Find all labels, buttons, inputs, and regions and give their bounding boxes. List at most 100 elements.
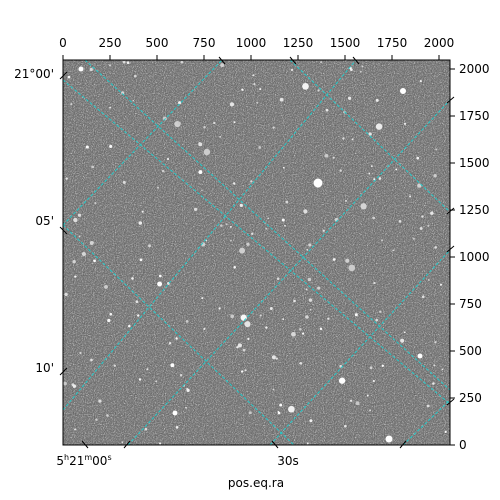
star — [236, 346, 239, 349]
star — [138, 221, 143, 225]
star — [430, 211, 434, 215]
ra-tick-label: 30s — [277, 454, 299, 468]
star — [139, 258, 143, 262]
star — [368, 132, 372, 136]
star — [301, 332, 305, 335]
right-tick-label: 1000 — [459, 250, 490, 264]
right-tick-2000: 2000 — [450, 62, 490, 76]
star — [157, 281, 163, 287]
star — [203, 126, 206, 129]
star — [395, 168, 398, 171]
dec-tick-label: 10' — [35, 361, 54, 375]
star — [433, 364, 436, 367]
star — [90, 358, 93, 362]
star — [375, 123, 383, 130]
star — [378, 177, 382, 180]
star — [285, 200, 289, 204]
star — [128, 324, 131, 328]
star — [421, 295, 425, 299]
right-tick-0: 0 — [450, 438, 467, 452]
star — [137, 314, 140, 317]
star — [368, 172, 371, 175]
star — [241, 88, 244, 91]
star — [290, 68, 294, 72]
star — [81, 251, 86, 257]
star — [138, 378, 142, 381]
top-tick-250: 250 — [99, 36, 122, 60]
star — [239, 203, 243, 208]
star — [412, 237, 415, 240]
star — [168, 342, 172, 345]
star — [94, 201, 97, 205]
star — [89, 67, 93, 72]
star — [324, 153, 329, 158]
dec-tick-05m: 05' — [35, 214, 68, 235]
star — [351, 138, 354, 141]
star — [373, 281, 376, 285]
star — [369, 409, 372, 412]
star — [144, 427, 148, 431]
star — [342, 137, 345, 140]
grid-line-ra — [63, 60, 357, 411]
star — [205, 239, 208, 242]
star — [259, 88, 262, 91]
star — [240, 370, 244, 373]
top-tick-2000: 2000 — [424, 36, 454, 60]
star — [185, 406, 187, 409]
right-tick-1250: 1250 — [450, 203, 490, 217]
star — [347, 96, 352, 100]
star — [305, 315, 309, 319]
star — [113, 364, 116, 367]
star — [126, 61, 130, 64]
star — [229, 225, 232, 228]
star — [258, 146, 262, 149]
star — [162, 116, 167, 121]
star — [372, 216, 376, 220]
star — [444, 430, 447, 433]
top-tick-label: 1250 — [283, 36, 314, 50]
star — [248, 411, 252, 415]
right-tick-1000: 1000 — [450, 250, 490, 264]
star — [121, 441, 124, 444]
star — [121, 91, 125, 95]
left-dec-axis: 21°00' 05' 10' — [14, 67, 68, 376]
star — [327, 317, 330, 320]
star — [288, 405, 295, 413]
right-tick-1500: 1500 — [450, 156, 490, 170]
star — [400, 338, 405, 343]
star — [344, 199, 348, 202]
top-tick-1250: 1250 — [283, 36, 314, 60]
star — [348, 264, 356, 272]
star — [319, 327, 323, 331]
top-tick-label: 1750 — [377, 36, 408, 50]
star — [193, 207, 198, 212]
star — [64, 292, 68, 297]
star — [309, 419, 313, 423]
star — [230, 314, 235, 319]
right-tick-label: 750 — [459, 297, 482, 311]
sky-background — [63, 60, 450, 445]
star — [371, 165, 373, 167]
star — [361, 65, 364, 68]
top-tick-label: 250 — [99, 36, 122, 50]
star — [299, 362, 303, 365]
star — [133, 74, 137, 78]
top-tick-label: 1000 — [236, 36, 267, 50]
grid-line-ra — [402, 399, 450, 445]
star — [156, 186, 160, 189]
bright-star — [172, 410, 178, 416]
star — [72, 260, 76, 264]
top-tick-750: 750 — [193, 36, 215, 60]
ra-tick-5h21m00s: 5h21m00s — [56, 440, 112, 468]
star — [381, 239, 384, 242]
star — [122, 180, 126, 184]
star — [106, 414, 109, 417]
star — [93, 259, 96, 263]
star — [73, 217, 78, 223]
star — [303, 209, 308, 214]
dec-tick-21d00m: 21°00' — [14, 67, 68, 81]
star — [345, 258, 350, 263]
star — [320, 61, 322, 63]
star — [233, 265, 236, 269]
star — [372, 379, 375, 383]
